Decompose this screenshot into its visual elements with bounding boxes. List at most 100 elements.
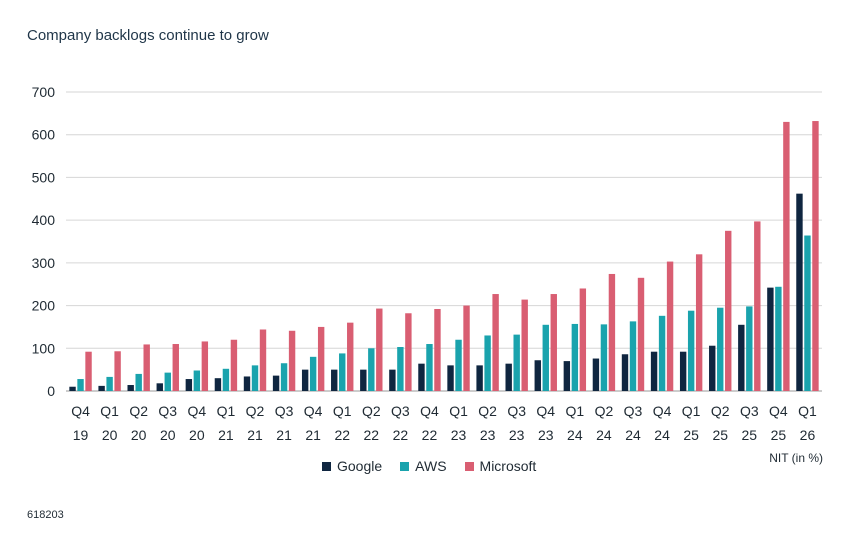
bar-microsoft-Q2-24 <box>608 273 616 391</box>
bar-google-Q4-23 <box>534 360 541 391</box>
x-tick-label-year: 21 <box>305 427 321 443</box>
bar-google-Q2-22 <box>360 369 367 391</box>
bar-aws-Q1-21 <box>222 368 230 391</box>
x-tick-label-quarter: Q2 <box>129 403 148 419</box>
x-tick-label-quarter: Q4 <box>304 403 323 419</box>
bar-microsoft-Q1-22 <box>347 322 354 391</box>
bar-google-Q1-25 <box>679 351 687 391</box>
x-tick-label-year: 24 <box>567 427 583 443</box>
bar-microsoft-Q3-24 <box>637 277 645 391</box>
bar-aws-Q3-21 <box>280 363 288 391</box>
x-tick-label-quarter: Q3 <box>740 403 759 419</box>
x-tick-label-quarter: Q3 <box>507 403 526 419</box>
bar-google-Q1-22 <box>331 369 338 391</box>
x-tick-label-year: 25 <box>683 427 699 443</box>
x-tick-label-year: 24 <box>625 427 641 443</box>
chart-code: 618203 <box>27 509 64 521</box>
x-tick-label-year: 23 <box>538 427 554 443</box>
x-tick-label-quarter: Q1 <box>333 403 352 419</box>
legend: Google AWS Microsoft <box>322 458 536 474</box>
x-tick-label-year: 23 <box>480 427 496 443</box>
x-tick-label-quarter: Q3 <box>158 403 177 419</box>
bar-microsoft-Q4-21 <box>317 326 325 391</box>
bar-microsoft-Q1-24 <box>579 288 587 391</box>
bar-microsoft-Q2-23 <box>492 294 499 391</box>
bar-microsoft-Q2-25 <box>725 230 732 391</box>
x-tick-label-year: 21 <box>276 427 292 443</box>
bars <box>69 121 819 392</box>
bar-microsoft-Q3-23 <box>521 299 528 391</box>
x-tick-label-year: 21 <box>218 427 234 443</box>
x-tick-label-year: 23 <box>451 427 467 443</box>
y-tick-label: 500 <box>32 169 56 185</box>
bar-microsoft-Q3-25 <box>754 221 761 391</box>
bar-google-Q4-25 <box>767 287 774 391</box>
bar-aws-Q4-23 <box>542 324 549 391</box>
legend-label-google: Google <box>337 458 383 474</box>
y-tick-label: 200 <box>32 298 56 314</box>
x-tick-label-quarter: Q3 <box>275 403 294 419</box>
bar-aws-Q2-24 <box>600 324 608 391</box>
x-tick-label-year: 24 <box>654 427 670 443</box>
bar-google-Q3-20 <box>156 383 163 391</box>
x-tick-label-year: 22 <box>334 427 350 443</box>
bar-microsoft-Q1-23 <box>463 305 470 391</box>
bar-microsoft-Q1-20 <box>114 351 121 391</box>
bar-aws-Q1-24 <box>571 323 579 391</box>
bar-aws-Q4-19 <box>77 379 84 391</box>
x-tick-label-quarter: Q3 <box>624 403 643 419</box>
x-tick-label-year: 26 <box>800 427 816 443</box>
x-tick-label-quarter: Q4 <box>769 403 788 419</box>
bar-aws-Q2-22 <box>368 348 375 391</box>
x-tick-label-year: 19 <box>73 427 89 443</box>
x-tick-label-quarter: Q2 <box>246 403 265 419</box>
bar-microsoft-Q1-26 <box>812 121 819 391</box>
y-axis-ticks: 0 100 200 300 400 500 600 700 <box>32 84 56 399</box>
bar-aws-Q4-22 <box>426 344 433 391</box>
bar-aws-Q4-24 <box>658 315 666 391</box>
bar-aws-Q3-20 <box>164 372 171 391</box>
x-tick-label-year: 20 <box>102 427 118 443</box>
legend-label-aws: AWS <box>415 458 447 474</box>
x-tick-label-year: 20 <box>160 427 176 443</box>
x-tick-label-year: 25 <box>712 427 728 443</box>
bar-google-Q3-21 <box>272 375 280 391</box>
legend-item-aws: AWS <box>400 458 447 474</box>
bar-aws-Q3-24 <box>629 321 637 391</box>
bar-aws-Q2-21 <box>251 365 259 391</box>
bar-google-Q4-20 <box>185 379 193 391</box>
bar-microsoft-Q4-25 <box>783 121 790 392</box>
y-tick-label: 300 <box>32 255 56 271</box>
legend-swatch-google <box>322 461 331 471</box>
x-tick-label-year: 22 <box>393 427 409 443</box>
bar-aws-Q1-25 <box>687 310 695 391</box>
bar-microsoft-Q1-21 <box>230 339 238 391</box>
bar-google-Q4-24 <box>650 351 658 391</box>
bar-google-Q4-21 <box>301 369 309 391</box>
bar-microsoft-Q4-20 <box>201 341 209 391</box>
bar-aws-Q3-22 <box>397 347 404 391</box>
bar-aws-Q1-23 <box>455 339 462 391</box>
x-tick-label-year: 20 <box>189 427 205 443</box>
bar-google-Q1-24 <box>563 361 571 391</box>
bar-google-Q4-19 <box>69 386 76 391</box>
bar-aws-Q4-20 <box>193 370 201 391</box>
grid-lines <box>66 91 822 392</box>
bar-google-Q1-21 <box>214 378 222 391</box>
y-tick-label: 700 <box>32 84 56 100</box>
x-tick-label-year: 22 <box>364 427 380 443</box>
legend-swatch-microsoft <box>464 461 474 471</box>
bar-microsoft-Q3-21 <box>288 330 296 391</box>
x-tick-label-quarter: Q1 <box>449 403 468 419</box>
bar-aws-Q3-25 <box>746 306 753 391</box>
x-tick-label-year: 25 <box>742 427 758 443</box>
x-tick-label-year: 20 <box>131 427 147 443</box>
x-tick-label-quarter: Q4 <box>188 403 207 419</box>
bar-microsoft-Q4-22 <box>434 308 441 391</box>
bar-google-Q1-26 <box>796 193 803 391</box>
bar-google-Q3-24 <box>621 354 629 391</box>
bar-microsoft-Q1-25 <box>695 254 703 391</box>
bar-aws-Q2-25 <box>717 307 724 391</box>
bar-microsoft-Q2-21 <box>259 329 267 391</box>
